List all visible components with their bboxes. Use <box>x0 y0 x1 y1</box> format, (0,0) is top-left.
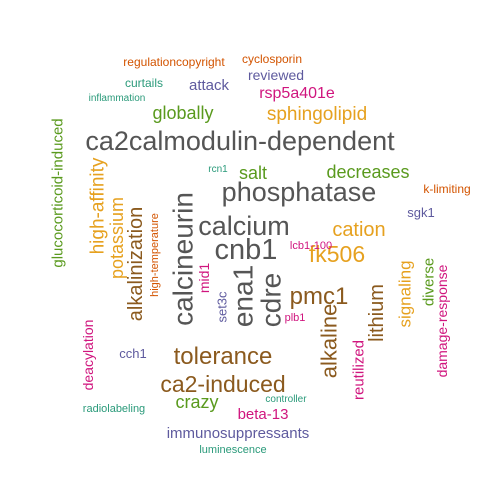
word-ca2-induced: ca2-induced <box>160 371 285 397</box>
word-crazy: crazy <box>175 392 218 412</box>
word-tolerance: tolerance <box>174 343 273 370</box>
word-decreases: decreases <box>326 162 409 182</box>
word-reutilized: reutilized <box>351 340 368 400</box>
word-reviewed: reviewed <box>248 67 304 83</box>
word-salt: salt <box>239 163 267 183</box>
word-plb1: plb1 <box>285 312 306 324</box>
word-sgk1: sgk1 <box>407 205 434 220</box>
word-cation: cation <box>332 219 385 241</box>
word-mid1: mid1 <box>196 263 212 294</box>
word-regulationcopyright: regulationcopyright <box>123 55 225 69</box>
word-damage-response: damage-response <box>434 264 450 377</box>
word-fk506: fk506 <box>309 241 365 267</box>
word-diverse: diverse <box>421 258 438 306</box>
word-lcb1-100: lcb1-100 <box>290 240 332 252</box>
word-luminescence: luminescence <box>199 444 266 456</box>
word-inflammation: inflammation <box>89 93 146 104</box>
word-attack: attack <box>189 77 230 94</box>
word-high-temperature: high-temperature <box>149 213 161 297</box>
word-rcn1: rcn1 <box>208 164 228 175</box>
word-pmc1: pmc1 <box>290 283 349 310</box>
word-immunosuppressants: immunosuppressants <box>167 425 310 442</box>
word-set3c: set3c <box>215 291 230 323</box>
word-sphingolipid: sphingolipid <box>267 104 367 125</box>
word-phosphatase: phosphatase <box>222 177 377 207</box>
word-glucocorticoid-induced: glucocorticoid-induced <box>50 118 67 267</box>
word-cdre: cdre <box>256 273 287 327</box>
word-k-limiting: k-limiting <box>423 182 470 196</box>
word-radiolabeling: radiolabeling <box>83 403 145 415</box>
word-alkalinization: alkalinization <box>125 207 147 322</box>
word-potassium: potassium <box>107 197 127 279</box>
word-globally: globally <box>152 103 213 123</box>
word-ca2calmodulin-dependent: ca2calmodulin-dependent <box>85 126 395 156</box>
word-high-affinity: high-affinity <box>88 157 109 254</box>
word-signaling: signaling <box>396 260 415 327</box>
word-deacylation: deacylation <box>80 320 96 391</box>
word-alkaline: alkaline <box>317 304 342 379</box>
word-controller: controller <box>265 394 307 405</box>
word-beta-13: beta-13 <box>238 406 289 423</box>
word-lithium: lithium <box>366 284 388 342</box>
word-calcineurin: calcineurin <box>168 192 199 326</box>
word-ena1: ena1 <box>228 265 259 327</box>
word-rsp5a401e: rsp5a401e <box>259 85 335 102</box>
word-cch1: cch1 <box>119 346 146 361</box>
word-cyclosporin: cyclosporin <box>242 52 302 66</box>
word-curtails: curtails <box>125 76 163 90</box>
word-calcium: calcium <box>198 211 290 241</box>
word-cnb1: cnb1 <box>215 234 278 266</box>
